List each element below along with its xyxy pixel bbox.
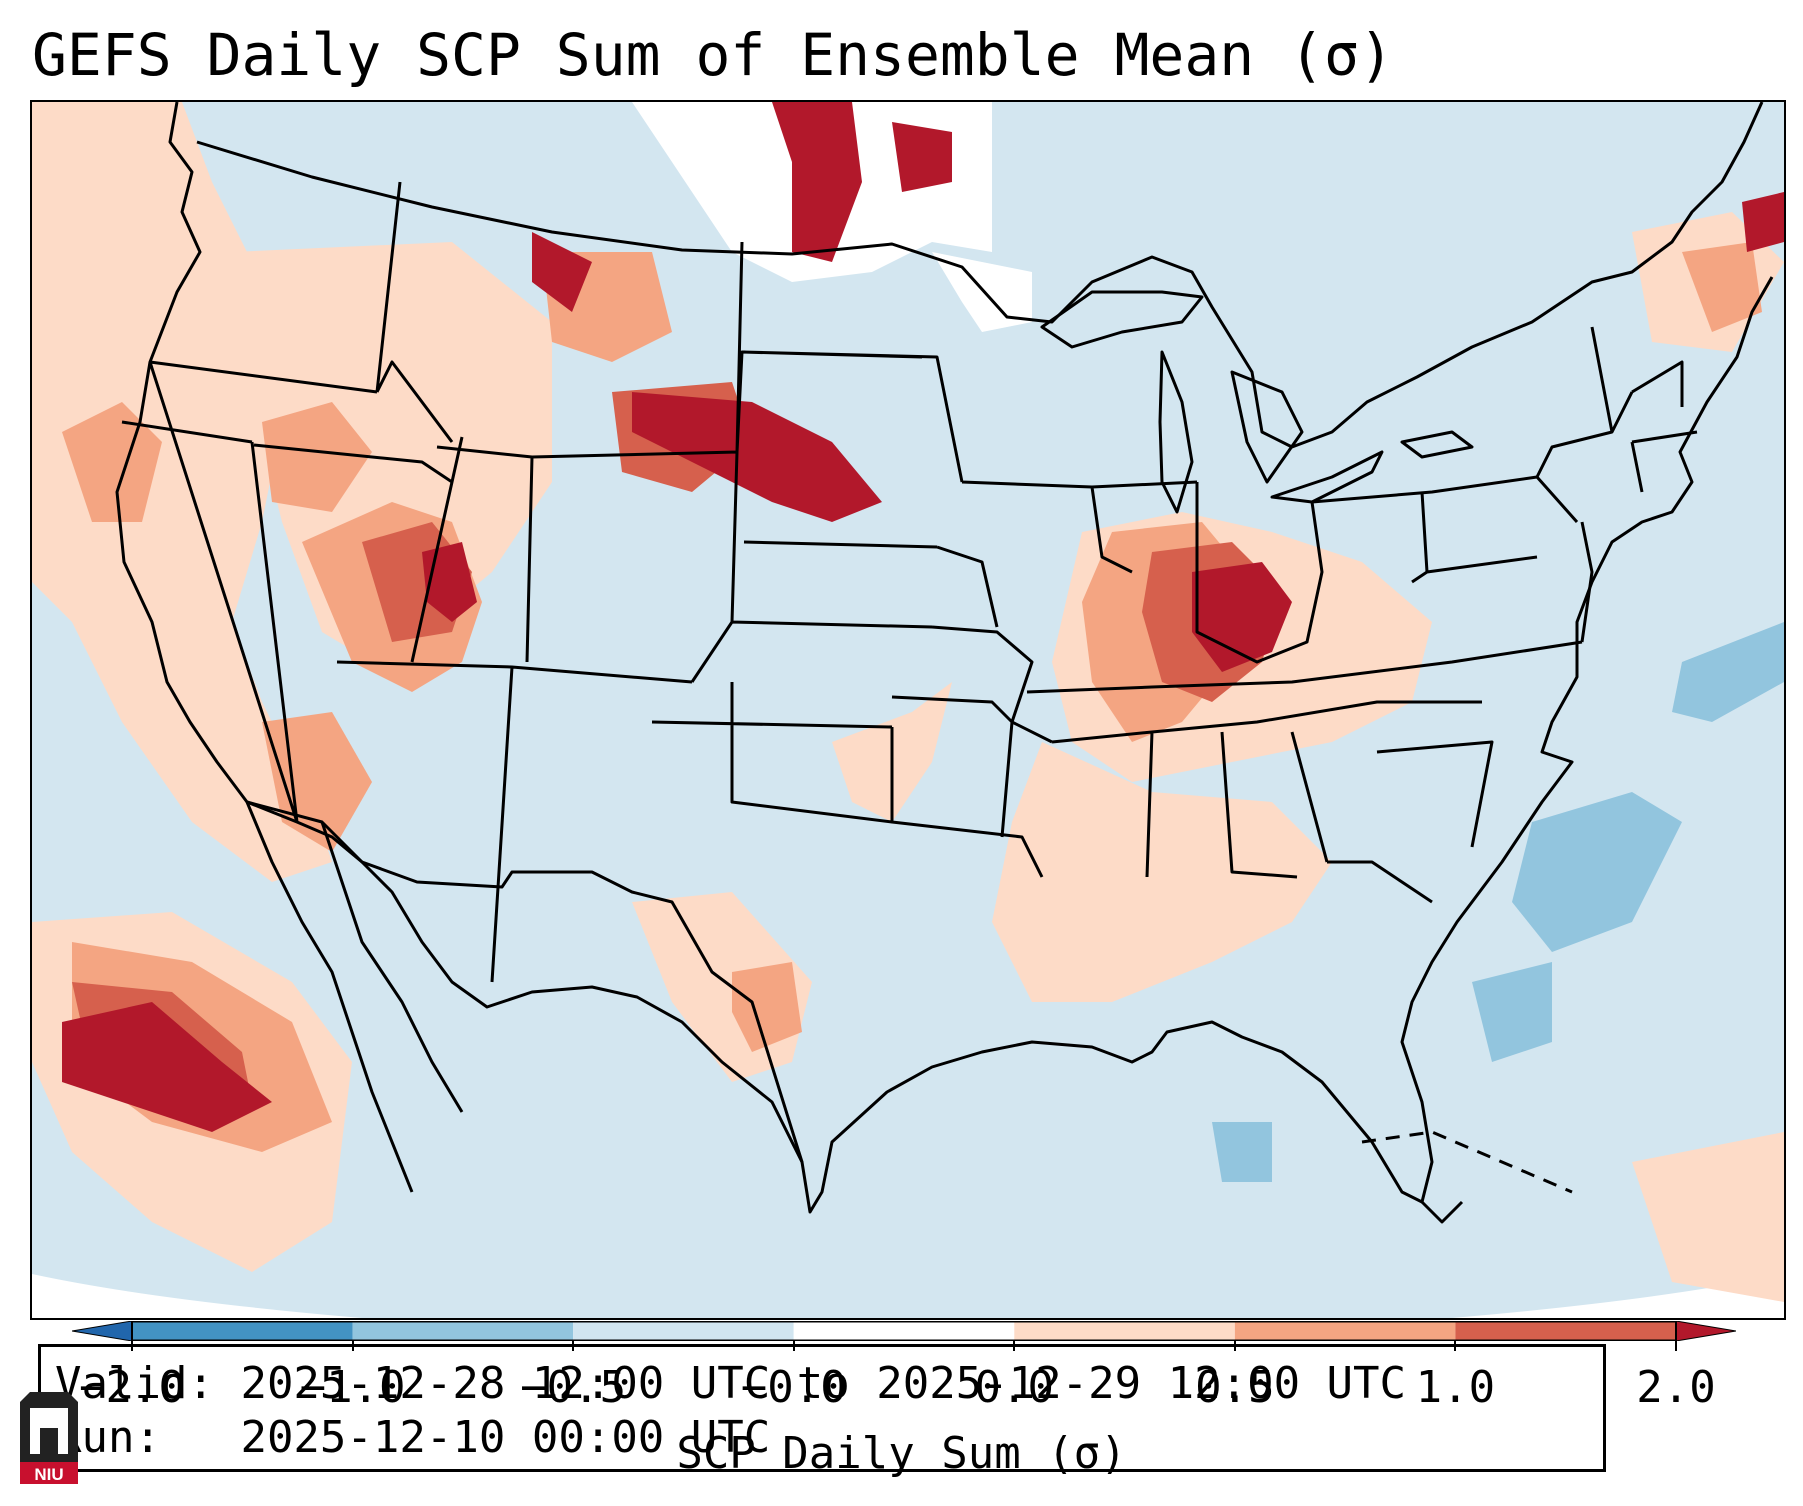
canada-border — [196, 102, 1764, 449]
colorbar-tick-label: −1.0 — [299, 1362, 406, 1413]
mexico-border — [246, 800, 804, 1163]
run-row: Run: 2025-12-10 00:00 UTC — [55, 1411, 1589, 1465]
colorbar-extend-high — [1675, 1321, 1736, 1341]
colorbar-tick-label: −0.5 — [520, 1362, 627, 1413]
boundary-layer — [115, 102, 1774, 1224]
valid-row: Valid: 2025-12-28 12:00 UTC to 2025-12-2… — [55, 1357, 1589, 1411]
colorbar-tick-mark — [1233, 1341, 1236, 1351]
colorbar-tick-label: 0.0 — [974, 1362, 1055, 1413]
scp-shaded-region — [1212, 1122, 1272, 1182]
colorbar-bin — [1455, 1321, 1676, 1341]
scp-shading-layer — [32, 102, 1784, 1302]
colorbar-tick-mark — [572, 1341, 575, 1351]
gulf-of-california — [320, 821, 464, 1113]
niu-logo: NIU — [20, 1392, 78, 1484]
lake-superior — [1040, 290, 1204, 349]
scp-shaded-region — [932, 252, 1032, 332]
colorbar-tick-mark — [131, 1341, 133, 1351]
scp-shaded-region — [62, 1002, 272, 1132]
valid-label: Valid: — [55, 1358, 214, 1409]
colorbar-tick-label: 2.0 — [1636, 1362, 1716, 1413]
map-canvas — [32, 102, 1784, 1318]
colorbar-tick-label: 0.5 — [1195, 1362, 1275, 1413]
scp-shaded-region — [632, 392, 882, 522]
lake-ontario — [1400, 430, 1474, 459]
projection-corner-right — [1452, 1274, 1784, 1318]
colorbar-tick-mark — [1675, 1341, 1677, 1351]
scp-shaded-region — [992, 742, 1332, 1002]
scp-shaded-region — [1742, 192, 1784, 252]
state-lines — [121, 181, 1698, 983]
scp-shaded-region — [1682, 242, 1762, 332]
scp-shaded-region — [772, 102, 862, 262]
colorbar-bin — [573, 1321, 794, 1341]
colorbar-extend-low — [72, 1321, 133, 1341]
colorbar — [72, 1321, 1736, 1341]
chart-title: GEFS Daily SCP Sum of Ensemble Mean (σ) — [32, 21, 1394, 89]
logo-banner — [20, 1462, 78, 1484]
conus-outline — [115, 102, 1774, 1214]
colorbar-tick-mark — [1013, 1341, 1016, 1351]
colorbar-tick-label: 1.0 — [1415, 1362, 1496, 1413]
scp-shaded-region — [1472, 962, 1552, 1062]
lake-erie — [1270, 450, 1384, 504]
map-panel — [30, 100, 1786, 1320]
info-box: Valid: 2025-12-28 12:00 UTC to 2025-12-2… — [38, 1344, 1606, 1472]
baja-coast — [245, 801, 414, 1193]
colorbar-tick-mark — [351, 1341, 354, 1351]
scp-shaded-region — [1672, 622, 1784, 722]
colorbar-tick-label: −2.0 — [79, 1362, 185, 1413]
colorbar-label: SCP Daily Sum (σ) — [676, 1428, 1127, 1479]
scp-shaded-region — [1632, 1132, 1784, 1302]
colorbar-bin — [352, 1321, 574, 1341]
lake-huron — [1230, 370, 1304, 484]
colorbar-bin — [793, 1321, 1015, 1341]
lake-michigan — [1158, 350, 1194, 514]
scp-shaded-region — [732, 962, 802, 1052]
scp-shaded-region — [1192, 562, 1292, 672]
colorbar-tick-mark — [1454, 1341, 1457, 1351]
scp-shaded-region — [262, 402, 372, 512]
projection-corner-left — [32, 1274, 362, 1318]
scp-shaded-region — [532, 232, 592, 312]
scp-shaded-region — [1512, 792, 1682, 952]
colorbar-tick-label: −0.0 — [740, 1362, 847, 1413]
colorbar-bin — [1014, 1321, 1235, 1341]
valid-value: 2025-12-28 12:00 UTC to 2025-12-29 12:00… — [240, 1358, 1407, 1409]
colorbar-outline — [131, 1321, 1677, 1341]
colorbar-bin — [1234, 1321, 1456, 1341]
run-value: 2025-12-10 00:00 UTC — [240, 1412, 771, 1463]
florida-coast — [1420, 1200, 1464, 1224]
cuba-coast — [1361, 1130, 1573, 1194]
scp-shaded-region — [892, 122, 952, 192]
colorbar-bin — [132, 1321, 353, 1341]
logo-doorway — [40, 1428, 58, 1454]
logo-text: NIU — [34, 1465, 63, 1484]
colorbar-tick-mark — [792, 1341, 795, 1351]
